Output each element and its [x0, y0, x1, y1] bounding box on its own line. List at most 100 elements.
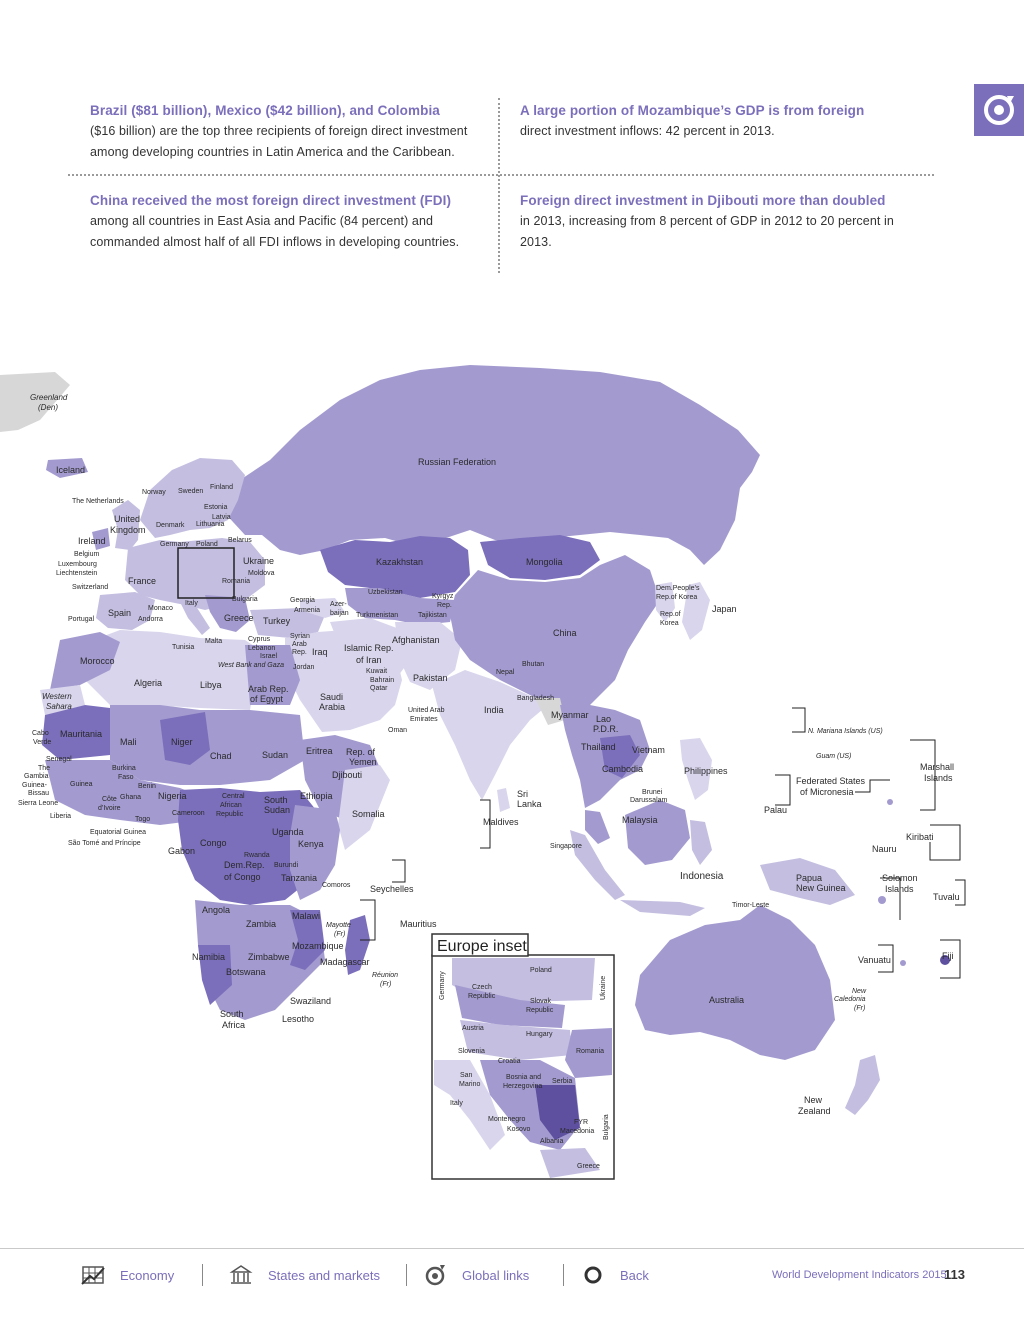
country-label: Islamic Rep.: [344, 643, 394, 653]
inset-label: Bosnia and: [506, 1074, 541, 1081]
country-label: Japan: [712, 604, 737, 614]
country-label: Belgium: [74, 551, 99, 558]
east-africa-shape: [290, 805, 340, 900]
niger-shape: [160, 712, 210, 765]
country-label: Lao: [596, 714, 611, 724]
country-label: Sweden: [178, 488, 203, 495]
country-label: Kyrgyz: [432, 593, 454, 600]
country-label: Portugal: [68, 616, 95, 623]
country-label: Norway: [142, 489, 166, 496]
country-label: Lanka: [517, 799, 542, 809]
country-label: Greece: [224, 613, 254, 623]
country-label: Bissau: [28, 790, 49, 797]
inset-label: Kosovo: [507, 1126, 530, 1133]
country-label: Mongolia: [526, 557, 563, 567]
page-number: 113: [944, 1267, 965, 1282]
global-links-icon: [425, 1265, 445, 1286]
country-label: Sierra Leone: [18, 800, 58, 807]
country-label: Turkey: [263, 616, 291, 626]
country-label: Sudan: [264, 805, 290, 815]
country-label: Equatorial Guinea: [90, 829, 146, 836]
scandinavia-shape: [140, 458, 245, 538]
nav-states-and-markets[interactable]: States and markets: [228, 1262, 380, 1288]
global-links-icon: [984, 95, 1014, 125]
inset-label: Marino: [459, 1081, 481, 1088]
country-label: Turkmenistan: [356, 612, 398, 619]
country-label: Finland: [210, 484, 233, 491]
country-label: Afghanistan: [392, 635, 440, 645]
country-label: Nepal: [496, 669, 515, 676]
country-label: of Iran: [356, 655, 382, 665]
russia-shape: [222, 365, 760, 565]
country-label: Kuwait: [366, 668, 387, 675]
inset-label: Greece: [577, 1163, 600, 1170]
country-label: Darussalam: [630, 797, 668, 804]
western-sahara-shape: [40, 685, 85, 715]
callout-lead: China received the most foreign direct i…: [90, 193, 452, 208]
inset-label: Romania: [576, 1048, 604, 1055]
iceland-shape: [46, 458, 88, 478]
country-label: Azer-: [330, 601, 347, 608]
nav-global-links[interactable]: Global links: [422, 1262, 529, 1288]
nav-economy[interactable]: Economy: [80, 1262, 174, 1288]
country-label: Cabo: [32, 730, 49, 737]
inset-label: Austria: [462, 1025, 484, 1032]
balkans-shape: [205, 595, 250, 632]
country-label: Saudi: [320, 692, 343, 702]
nav-separator: [202, 1264, 203, 1286]
inset-italy: [434, 1060, 505, 1150]
horizontal-divider: [68, 174, 934, 176]
country-label: The: [38, 765, 50, 772]
inset-label: Macedonia: [560, 1128, 594, 1135]
country-label: Congo: [200, 838, 227, 848]
inset-label: Republic: [526, 1007, 554, 1014]
inset-label: Republic: [468, 993, 496, 1000]
country-label: Africa: [222, 1020, 245, 1030]
country-label: (Den): [38, 403, 58, 412]
country-label: Cameroon: [172, 810, 205, 817]
country-label: Somalia: [352, 809, 385, 819]
pacific-label-brackets: [360, 707, 966, 979]
country-label: (Fr): [854, 1005, 865, 1012]
inset-label: Ukraine: [600, 976, 607, 1000]
country-label: Réunion: [372, 972, 398, 979]
inset-poland: [452, 958, 595, 1002]
inset-label: Germany: [439, 971, 446, 1000]
country-label: Burundi: [274, 862, 299, 869]
country-label: Indonesia: [680, 871, 724, 882]
mongolia-shape: [480, 535, 600, 580]
japan-shape: [682, 582, 710, 640]
callout-china: China received the most foreign direct i…: [90, 190, 485, 253]
central-asia-shape: [345, 588, 455, 625]
country-label: Malta: [205, 638, 222, 645]
malaysia-shape: [585, 810, 610, 844]
publication-title: World Development Indicators 2015: [772, 1269, 947, 1281]
uk-shape: [112, 500, 140, 550]
nav-back[interactable]: Back: [580, 1262, 649, 1288]
country-label: of Micronesia: [800, 787, 854, 797]
country-label: United Arab: [408, 707, 445, 714]
country-label: India: [484, 705, 504, 715]
country-label: Jordan: [293, 664, 315, 671]
madagascar-shape: [345, 915, 370, 975]
country-label: New: [852, 988, 867, 995]
china-shape: [450, 555, 660, 710]
global-links-section-badge[interactable]: [974, 84, 1024, 136]
inset-label: Herzegovina: [503, 1083, 542, 1090]
callout-lead: Foreign direct investment in Djibouti mo…: [520, 193, 886, 208]
country-label: Zambia: [246, 919, 276, 929]
inset-label: Slovenia: [458, 1048, 485, 1055]
sri-lanka-shape: [497, 788, 510, 812]
north-africa-shape: [80, 630, 260, 710]
country-label: Federated States: [796, 776, 866, 786]
country-label: Sudan: [262, 750, 288, 760]
callout-mozambique: A large portion of Mozambique’s GDP is f…: [520, 100, 915, 142]
ireland-shape: [92, 528, 110, 550]
country-label: Nauru: [872, 844, 897, 854]
country-label: Italy: [185, 600, 198, 607]
country-label: Germany: [160, 541, 189, 548]
sulawesi-shape: [690, 820, 712, 865]
country-label: New Guinea: [796, 883, 846, 893]
country-label: Georgia: [290, 597, 315, 604]
country-label: Western: [42, 692, 72, 701]
